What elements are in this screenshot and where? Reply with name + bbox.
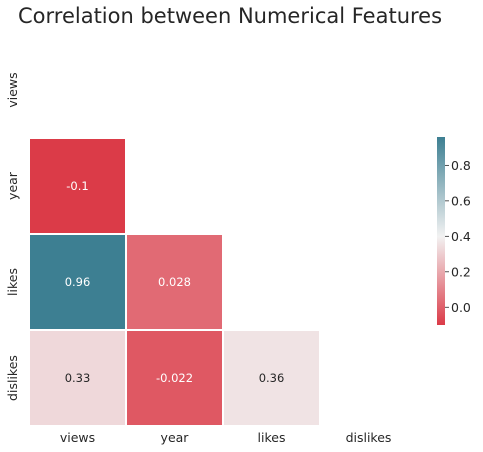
- heatmap-cell-dislikes-likes: [224, 331, 319, 425]
- colorbar-tick-label: 0.2: [451, 264, 471, 279]
- colorbar-gradient: [437, 137, 445, 325]
- x-tick-label-dislikes: dislikes: [346, 430, 392, 445]
- cell-value-label: -0.022: [156, 371, 193, 385]
- y-tick-label-year: year: [5, 171, 20, 200]
- heatmap-cells: -0.1 0.96 0.028 0.33 -0.022 0.36: [30, 139, 319, 425]
- heatmap-cell-year-views: [30, 139, 125, 233]
- heatmap-cell-likes-views: [30, 235, 125, 329]
- x-tick-label-year: year: [161, 430, 190, 445]
- colorbar: 0.0 0.2 0.4 0.6 0.8: [437, 137, 471, 325]
- y-tick-label-likes: likes: [5, 268, 20, 296]
- y-tick-label-views: views: [5, 72, 20, 107]
- heatmap-cell-dislikes-views: [30, 331, 125, 425]
- x-tick-label-views: views: [60, 430, 95, 445]
- y-axis-tick-labels: views year likes dislikes: [5, 72, 20, 401]
- y-tick-label-dislikes: dislikes: [5, 355, 20, 401]
- heatmap-cell-likes-year: [127, 235, 222, 329]
- cell-value-label: 0.33: [65, 371, 91, 385]
- cell-value-label: 0.028: [158, 275, 191, 289]
- heatmap-cell-dislikes-year: [127, 331, 222, 425]
- colorbar-tick-label: 0.6: [451, 193, 471, 208]
- colorbar-tick-label: 0.4: [451, 229, 471, 244]
- cell-value-label: 0.36: [259, 371, 285, 385]
- cell-value-label: 0.96: [65, 275, 91, 289]
- colorbar-tick-label: 0.0: [451, 300, 471, 315]
- colorbar-tick-label: 0.8: [451, 158, 471, 173]
- chart-title: Correlation between Numerical Features: [18, 4, 442, 28]
- x-axis-tick-labels: views year likes dislikes: [60, 430, 392, 445]
- x-tick-label-likes: likes: [258, 430, 286, 445]
- cell-value-label: -0.1: [66, 179, 88, 193]
